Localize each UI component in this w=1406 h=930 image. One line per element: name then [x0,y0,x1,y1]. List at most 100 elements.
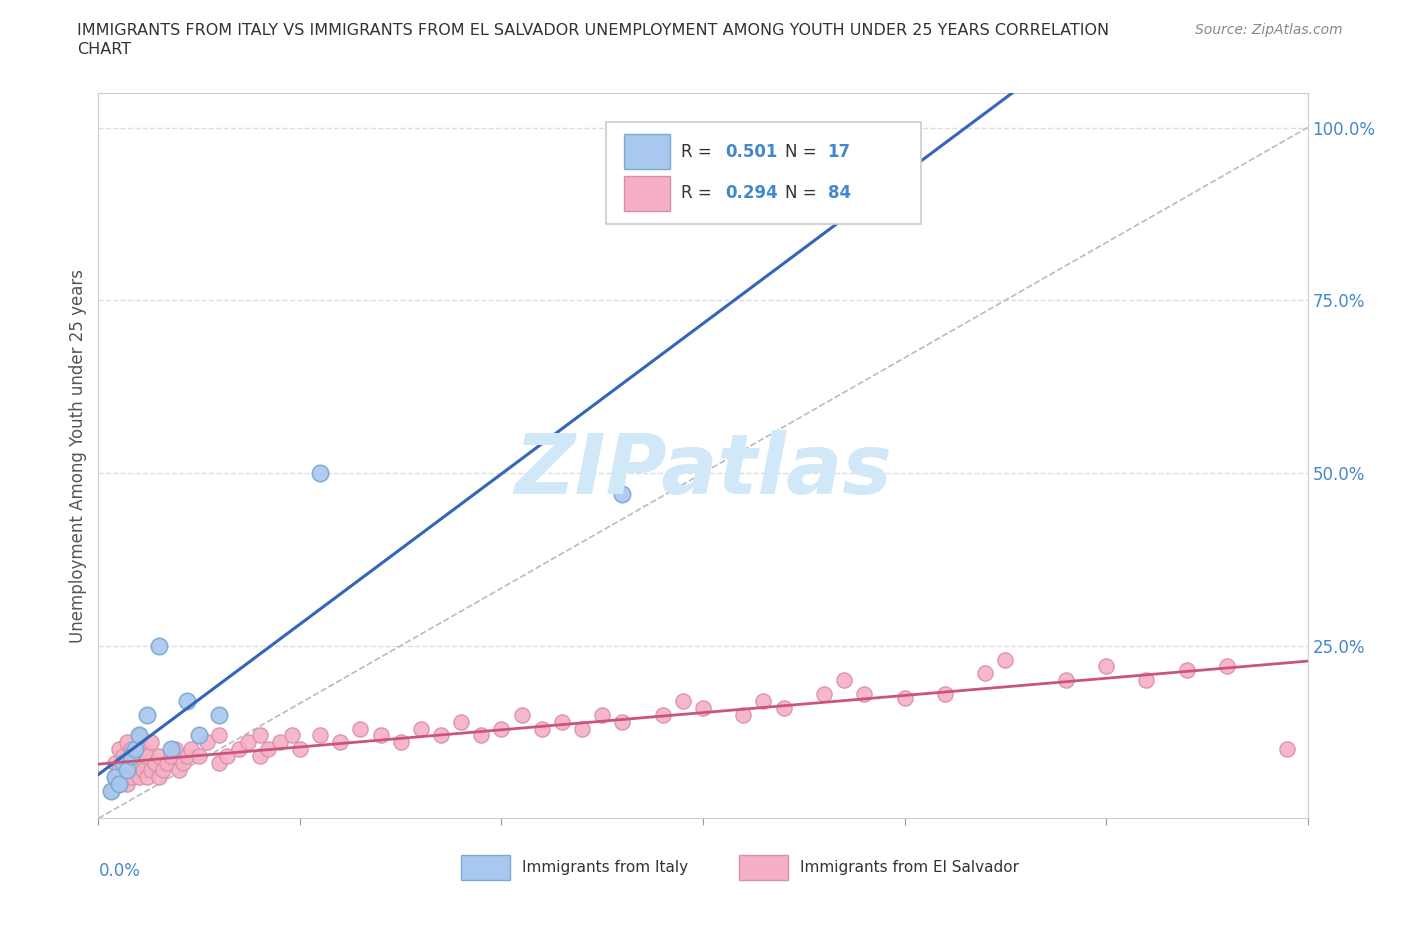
Point [832,672,855,687]
Text: CHART: CHART [77,42,131,57]
Point [733,708,755,723]
Point [156,756,179,771]
Point [107,777,129,791]
Point [510,708,533,723]
Point [128,756,150,771]
FancyBboxPatch shape [624,134,671,169]
Point [139,735,162,750]
Point [208,728,231,743]
Point [612,714,634,729]
Point [176,694,198,709]
Point [288,742,311,757]
Point [1175,662,1198,677]
FancyBboxPatch shape [740,855,787,880]
Point [249,728,271,743]
Text: N =: N = [785,184,823,202]
Point [1216,659,1239,674]
Point [143,756,166,771]
Point [208,708,231,723]
Point [148,638,170,653]
Point [309,728,332,743]
Point [370,728,392,743]
Point [111,769,134,784]
Point [752,694,775,709]
Point [160,749,183,764]
Point [934,686,956,701]
Point [132,742,155,757]
Point [124,742,146,757]
Point [111,749,134,764]
Text: 0.501: 0.501 [724,143,778,161]
Point [217,749,239,764]
Point [103,756,125,771]
Point [115,777,138,791]
Point [135,769,157,784]
Point [491,721,513,736]
Point [1095,659,1118,674]
Point [208,756,231,771]
Point [167,763,190,777]
Point [135,708,157,723]
Point [450,714,472,729]
Point [128,769,150,784]
Point [107,742,129,757]
Point [100,783,122,798]
Point [188,749,211,764]
Point [269,735,291,750]
Text: 0.0%: 0.0% [98,862,141,880]
Point [651,708,673,723]
Text: Immigrants from Italy: Immigrants from Italy [522,860,688,875]
Point [530,721,553,736]
Text: ZIPatlas: ZIPatlas [515,430,891,511]
Point [893,690,915,705]
Point [389,735,412,750]
Point [124,763,146,777]
Point [249,749,271,764]
Text: 17: 17 [828,143,851,161]
Text: IMMIGRANTS FROM ITALY VS IMMIGRANTS FROM EL SALVADOR UNEMPLOYMENT AMONG YOUTH UN: IMMIGRANTS FROM ITALY VS IMMIGRANTS FROM… [77,23,1109,38]
FancyBboxPatch shape [461,855,509,880]
Point [115,763,138,777]
Text: Immigrants from El Salvador: Immigrants from El Salvador [800,860,1019,875]
Point [692,700,714,715]
Y-axis label: Unemployment Among Youth under 25 years: Unemployment Among Youth under 25 years [69,269,87,643]
Point [309,466,332,481]
Point [430,728,453,743]
Point [329,735,352,750]
Point [853,686,876,701]
Point [107,777,129,791]
Point [115,735,138,750]
FancyBboxPatch shape [624,176,671,210]
FancyBboxPatch shape [606,122,921,223]
Text: R =: R = [682,143,717,161]
Point [772,700,794,715]
Point [672,694,695,709]
Point [853,154,876,169]
Point [120,742,142,757]
Point [124,749,146,764]
Point [103,769,125,784]
Text: 84: 84 [828,184,851,202]
Point [172,756,194,771]
Point [236,735,259,750]
Point [470,728,492,743]
Point [571,721,593,736]
Point [163,742,186,757]
Point [256,742,278,757]
Point [349,721,371,736]
Point [974,666,997,681]
Point [409,721,432,736]
Point [132,763,155,777]
Point [1135,672,1157,687]
Point [135,749,157,764]
Point [188,728,211,743]
Text: N =: N = [785,143,823,161]
Point [120,769,142,784]
Point [111,756,134,771]
Point [160,742,183,757]
Point [120,756,142,771]
Point [591,708,613,723]
Point [1277,742,1299,757]
Point [813,686,835,701]
Point [1054,672,1077,687]
